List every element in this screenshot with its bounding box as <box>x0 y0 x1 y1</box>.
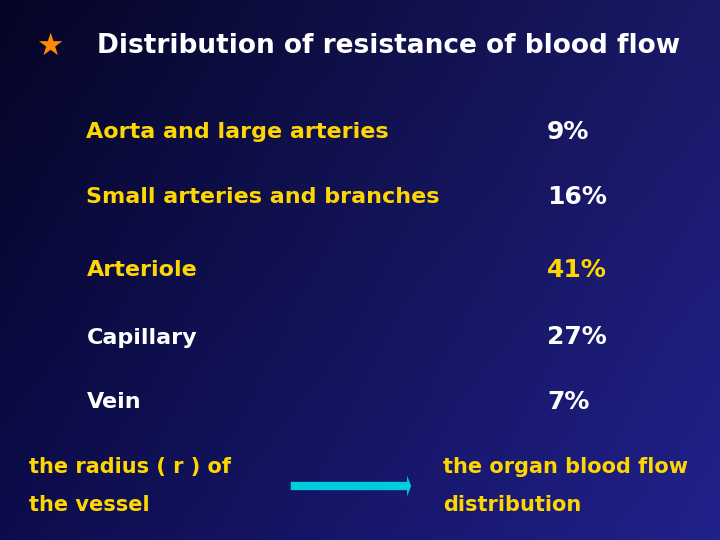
Text: the organ blood flow: the organ blood flow <box>443 457 688 477</box>
Text: the vessel: the vessel <box>29 495 150 515</box>
Text: 41%: 41% <box>547 258 607 282</box>
Text: the radius ( r ) of: the radius ( r ) of <box>29 457 231 477</box>
Text: Capillary: Capillary <box>86 327 197 348</box>
Text: distribution: distribution <box>443 495 581 515</box>
Text: 7%: 7% <box>547 390 590 414</box>
Text: 27%: 27% <box>547 326 607 349</box>
Text: ★: ★ <box>36 31 63 60</box>
Text: 9%: 9% <box>547 120 590 144</box>
Text: 16%: 16% <box>547 185 607 209</box>
Text: Aorta and large arteries: Aorta and large arteries <box>86 122 389 143</box>
Text: Vein: Vein <box>86 392 141 413</box>
Text: Small arteries and branches: Small arteries and branches <box>86 187 440 207</box>
Text: Arteriole: Arteriole <box>86 260 197 280</box>
Text: Distribution of resistance of blood flow: Distribution of resistance of blood flow <box>97 33 680 59</box>
